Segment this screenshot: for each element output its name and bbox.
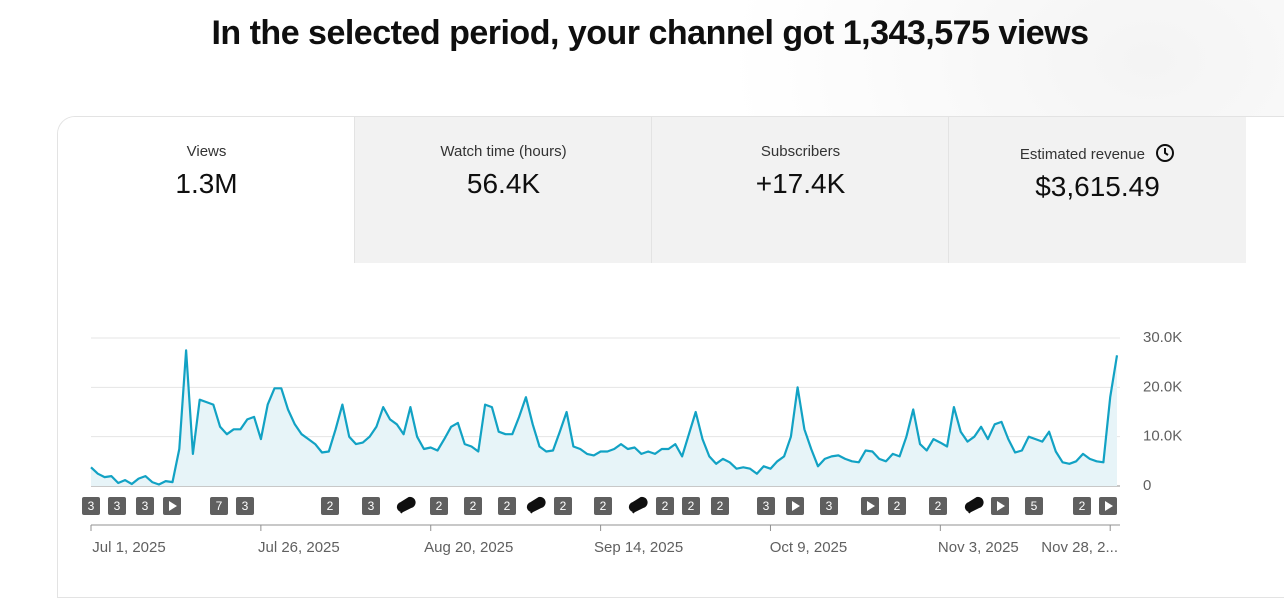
event-marker-label: 2 [327,499,334,513]
event-marker-label: 2 [436,499,443,513]
event-marker [82,497,100,515]
analytics-card: Views 1.3M Watch time (hours) 56.4K Subscr… [57,116,1284,598]
x-tick-label: Jul 1, 2025 [92,539,165,556]
event-marker [656,497,674,515]
event-marker [757,497,775,515]
event-marker-label: 2 [600,499,607,513]
event-marker-label: 5 [1031,499,1038,513]
clock-icon[interactable] [1155,143,1175,163]
event-marker [711,497,729,515]
event-marker [362,497,380,515]
event-marker-label: 2 [1079,499,1086,513]
event-marker [321,497,339,515]
video-icon [792,501,800,511]
tab-label: Views [186,143,227,160]
event-marker [136,497,154,515]
event-marker [682,497,700,515]
tab-value: 56.4K [466,168,541,199]
event-marker-label: 3 [826,499,833,513]
line [90,349,1119,486]
event-marker-label: 2 [662,499,669,513]
x-tick-label: Sep 14, 2025 [594,539,683,556]
y-tick-label: 0 [1143,477,1151,494]
tab-label: Subscribers [760,143,841,160]
tab-label-text: Estimated revenue [1019,146,1145,163]
event-marker [1025,497,1043,515]
event-marker [464,497,482,515]
event-marker-label: 2 [717,499,724,513]
event-marker [929,497,947,515]
shorts-icon [526,496,546,514]
event-marker-label: 2 [504,499,511,513]
event-marker [498,497,516,515]
event-marker-label: 3 [114,499,121,513]
event-marker [108,497,126,515]
shorts-icon [396,496,416,514]
event-marker-label: 7 [216,499,223,513]
area [91,350,1117,486]
event-marker [888,497,906,515]
event-marker-label: 3 [242,499,249,513]
video-icon [997,501,1005,511]
event-marker-label: 2 [935,499,942,513]
event-marker [554,497,572,515]
event-marker [594,497,612,515]
x-tick-label: Jul 26, 2025 [258,539,340,556]
chart: 0 10.0K 20.0K 30.0K Jul 1, 2025 Jul 26, 2025 A… [82,329,1182,556]
video-icon [867,501,875,511]
x-tick-label: Nov 3, 2025 [938,539,1019,556]
event-marker-label: 3 [88,499,95,513]
event-marker-label: 2 [560,499,567,513]
event-marker [430,497,448,515]
shorts-icon [628,496,648,514]
x-tick-label: Aug 20, 2025 [424,539,513,556]
video-icon [1105,501,1113,511]
tab[interactable]: Views 1.3M [58,117,355,263]
event-marker-label: 3 [368,499,375,513]
tab[interactable]: Subscribers +17.4K [651,117,949,263]
y-tick-label: 30.0K [1143,329,1182,346]
tab-label: Watch time (hours) [440,143,567,160]
tab-value: +17.4K [755,168,846,199]
video-icon [169,501,177,511]
x-tick-label: Nov 28, 2... [1041,539,1118,556]
tab[interactable]: Watch time (hours) 56.4K [354,117,652,263]
event-marker-label: 2 [470,499,477,513]
event-marker-label: 3 [763,499,770,513]
tab[interactable]: Estimated revenue $3,615.49 [948,117,1246,263]
event-marker [236,497,254,515]
tab-label: Estimated revenue [949,143,1246,163]
tab-value: 1.3M [175,168,238,199]
x-tick-label: Oct 9, 2025 [770,539,848,556]
event-marker [210,497,228,515]
event-marker-label: 2 [894,499,901,513]
event-marker [820,497,838,515]
event-marker-label: 2 [688,499,695,513]
event-marker-label: 3 [142,499,149,513]
y-tick-label: 10.0K [1143,428,1182,445]
tab-value: $3,615.49 [1035,171,1160,202]
shorts-icon [964,496,984,514]
event-marker [1073,497,1091,515]
y-tick-label: 20.0K [1143,378,1182,395]
page-title: In the selected period, your channel got… [211,14,1089,52]
